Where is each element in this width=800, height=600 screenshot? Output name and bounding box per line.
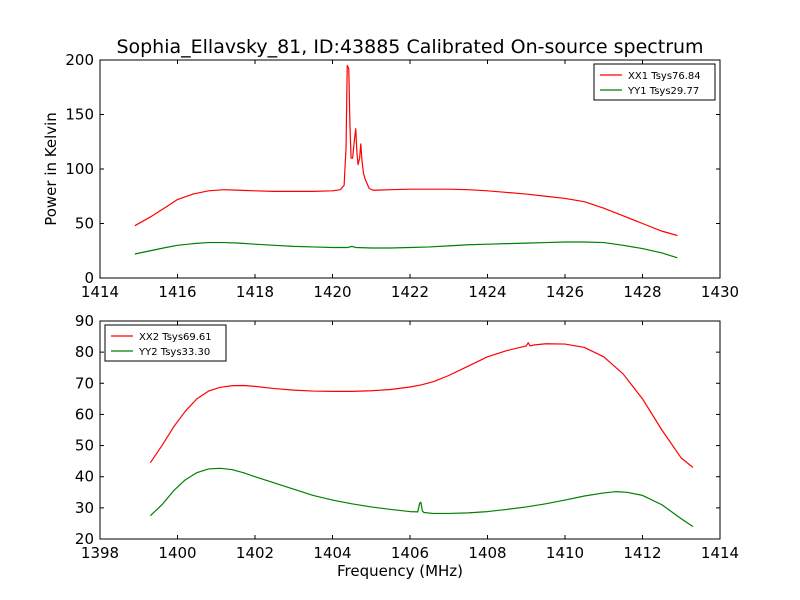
bottom-y-tick-label: 70 [75, 374, 94, 392]
top-y-tick-label: 100 [65, 160, 94, 178]
top-x-tick-label: 1422 [391, 283, 429, 301]
bottom-series-line-red [149, 342, 694, 468]
bottom-x-axis-label: Frequency (MHz) [337, 562, 463, 580]
top-x-tick-label: 1416 [158, 283, 196, 301]
top-series-line-red [134, 64, 678, 237]
top-legend: XX1 Tsys76.84 YY1 Tsys29.77 [593, 63, 716, 101]
top-x-tick-label: 1430 [701, 283, 739, 301]
bottom-x-tick-label: 1406 [391, 544, 429, 562]
top-y-tick-label: 50 [75, 215, 94, 233]
bottom-x-tick-label: 1408 [468, 544, 506, 562]
top-y-tick-label: 150 [65, 106, 94, 124]
top-x-tick-label: 1426 [546, 283, 584, 301]
bottom-x-tick-label: 1410 [546, 544, 584, 562]
bottom-y-tick-label: 20 [75, 530, 94, 548]
top-y-tick-label: 200 [65, 51, 94, 69]
bottom-y-tick-label: 80 [75, 343, 94, 361]
top-y-tick-label: 0 [84, 269, 94, 287]
top-x-tick-label: 1418 [236, 283, 274, 301]
bottom-x-tick-label: 1400 [158, 544, 196, 562]
bottom-series-line-green [149, 467, 694, 528]
figure-title: Sophia_Ellavsky_81, ID:43885 Calibrated … [116, 36, 703, 58]
top-spectrum-plot: 1414 1416 1418 1420 1422 1424 1426 1428 1430 0 50 1… [42, 51, 739, 301]
top-legend-label: XX1 Tsys76.84 [628, 71, 701, 82]
top-series-line-green [134, 241, 678, 259]
top-legend-box [593, 63, 716, 101]
bottom-x-tick-label: 1414 [701, 544, 739, 562]
bottom-x-tick-label: 1412 [623, 544, 661, 562]
bottom-legend-label: XX2 Tsys69.61 [139, 332, 212, 343]
bottom-x-tick-label: 1404 [313, 544, 351, 562]
bottom-legend: XX2 Tsys69.61 YY2 Tsys33.30 [104, 324, 227, 362]
bottom-x-tick-label: 1398 [81, 544, 119, 562]
top-legend-label: YY1 Tsys29.77 [627, 86, 699, 97]
bottom-legend-box [104, 324, 227, 362]
bottom-y-tick-label: 30 [75, 499, 94, 517]
bottom-y-tick-label: 90 [75, 312, 94, 330]
top-x-tick-label: 1420 [313, 283, 351, 301]
bottom-y-tick-label: 40 [75, 468, 94, 486]
top-x-tick-label: 1424 [468, 283, 506, 301]
bottom-x-tick-label: 1402 [236, 544, 274, 562]
top-x-tick-label: 1428 [623, 283, 661, 301]
top-y-axis-label: Power in Kelvin [42, 112, 60, 226]
bottom-legend-label: YY2 Tsys33.30 [138, 347, 210, 358]
bottom-y-tick-label: 50 [75, 437, 94, 455]
bottom-y-tick-label: 60 [75, 405, 94, 423]
bottom-spectrum-plot: 1398 1400 1402 1404 1406 1408 1410 1412 1414 20 30… [75, 312, 739, 580]
top-x-tick-label: 1414 [81, 283, 119, 301]
